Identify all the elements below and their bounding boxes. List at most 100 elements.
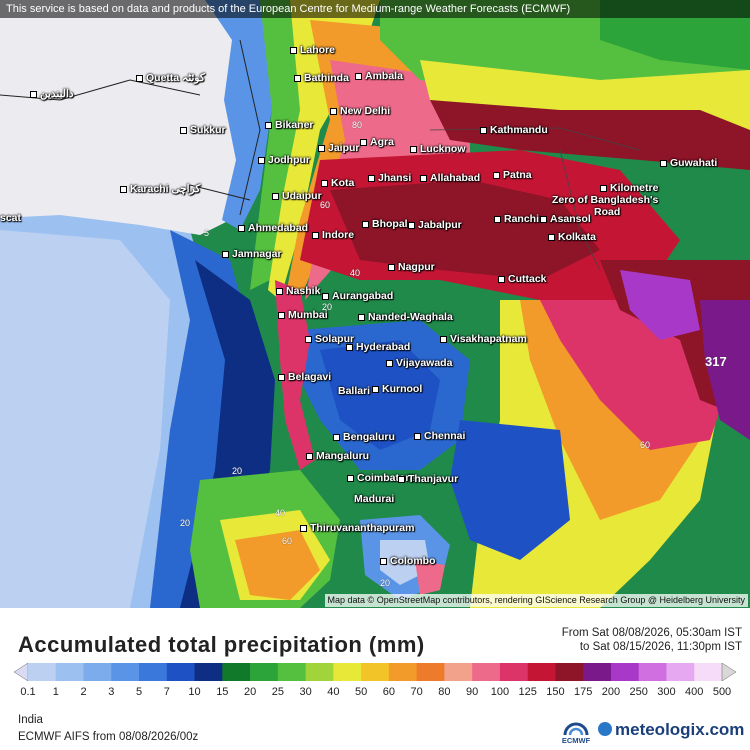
city-label: Bathinda [294,72,349,84]
city-label: Ballari [338,385,371,397]
contour-label: 20 [380,578,391,588]
precipitation-map[interactable]: This service is based on data and produc… [0,0,750,608]
city-label: Kathmandu [480,124,548,136]
band-darkred-north [430,100,750,170]
meteologix-logo-icon [598,722,612,736]
contour-label: 60 [640,440,651,450]
valid-to: to Sat 08/15/2026, 11:30pm IST [579,641,742,653]
ecmwf-notice: This service is based on data and produc… [0,0,750,18]
city-label: Patna [493,169,532,181]
city-label: Indore [312,229,354,241]
city-label: Jabalpur [408,219,462,231]
city-label: Cuttack [498,273,547,285]
city-label: Jhansi [368,172,411,184]
valid-from: From Sat 08/08/2026, 05:30am IST [561,627,742,639]
scale-swatch [194,663,223,681]
scale-swatch [361,663,390,681]
city-label: Ambala [355,70,403,82]
city-label: Ahmedabad [238,222,308,234]
scale-tick-label: 150 [546,686,565,698]
city-label: Jodhpur [258,154,310,166]
city-label: Vijayawada [386,357,452,369]
srilanka-pink [415,560,445,595]
east-sea-blue [450,420,570,560]
city-label: Belagavi [278,371,331,383]
scale-swatch [250,663,279,681]
city-label: Aurangabad [322,290,393,302]
scale-swatch [583,663,612,681]
scale-swatch [333,663,362,681]
scale-swatch [666,663,695,681]
scale-tick-label: 60 [382,686,395,698]
contour-label: 40 [350,268,361,278]
bay-purple [620,270,700,340]
contour-label: 20 [180,518,191,528]
color-scale-bar [14,663,736,681]
scale-swatch [222,663,251,681]
scale-tick-label: 100 [490,686,510,698]
city-label: Kilometre [600,182,658,194]
model-run-label: ECMWF AIFS from 08/08/2026/00z [18,731,199,743]
scale-tick-label: 400 [685,686,704,698]
band-darkred-central [330,180,600,280]
city-label: Asansol [540,213,591,225]
scale-swatch [694,663,723,681]
state-borders [429,127,641,271]
south-orange [235,530,320,600]
city-label: Road [594,206,621,218]
city-label: Udaipur [272,190,322,202]
scale-tick-label: 40 [327,686,340,698]
contour-label: 5 [204,228,210,238]
city-label: Bikaner [265,119,314,131]
city-label: Madurai [354,493,395,505]
map-attribution[interactable]: Map data © OpenStreetMap contributors, r… [324,594,748,607]
city-label: دالبندین [30,88,74,100]
scale-swatch [472,663,501,681]
scale-tick-label: 30 [299,686,312,698]
scale-tick-label: 15 [216,686,229,698]
scale-swatch [388,663,418,681]
city-label: Agra [360,136,394,148]
scale-tick-label: 5 [135,686,143,698]
city-label: Mangaluru [306,450,369,462]
scale-tick-label: 300 [657,686,676,698]
scale-tick-label: 10 [188,686,201,698]
city-label: Chennai [414,430,465,442]
city-label: Colombo [380,555,436,567]
meteologix-brand[interactable]: meteologix.com [598,720,744,740]
contour-label: 80 [352,120,363,130]
city-label: scat [0,212,22,224]
scale-swatch [555,663,584,681]
city-label: Bengaluru [333,431,395,443]
scale-swatch [28,663,57,681]
scale-swatch [638,663,667,681]
city-label: Ranchi [494,213,539,225]
scale-tick-label: 0.1 [20,686,36,698]
city-label: Nanded-Waghala [358,311,453,323]
ecmwf-arc-icon [563,722,589,736]
scale-tick-label: 1 [52,686,59,698]
bay-deep-purple [700,300,750,440]
scale-swatch [111,663,140,681]
city-label: Kurnool [372,383,422,395]
scale-tick-label: 90 [466,686,479,698]
scale-tick-label: 3 [108,686,115,698]
scale-swatch [610,663,640,681]
city-label: New Delhi [330,105,390,117]
contour-label: 60 [320,200,331,210]
scale-arrow-left [14,663,29,681]
scale-tick-label: 50 [354,686,368,698]
city-label: Karachi کراچی [120,183,200,195]
contour-label: 20 [232,466,243,476]
land-dry-white [0,0,245,235]
city-label: Lahore [290,44,335,56]
contour-label: 40 [275,508,286,518]
city-label: Quetta كوئٹہ [136,72,205,84]
ecmwf-logo-text: ECMWF [561,736,591,745]
scale-swatch [277,663,307,681]
scale-tick-label: 7 [163,686,170,698]
city-label: Hyderabad [346,341,410,353]
scale-tick-label: 25 [271,686,284,698]
scale-swatch [499,663,529,681]
band-yellow-nw [268,0,380,300]
